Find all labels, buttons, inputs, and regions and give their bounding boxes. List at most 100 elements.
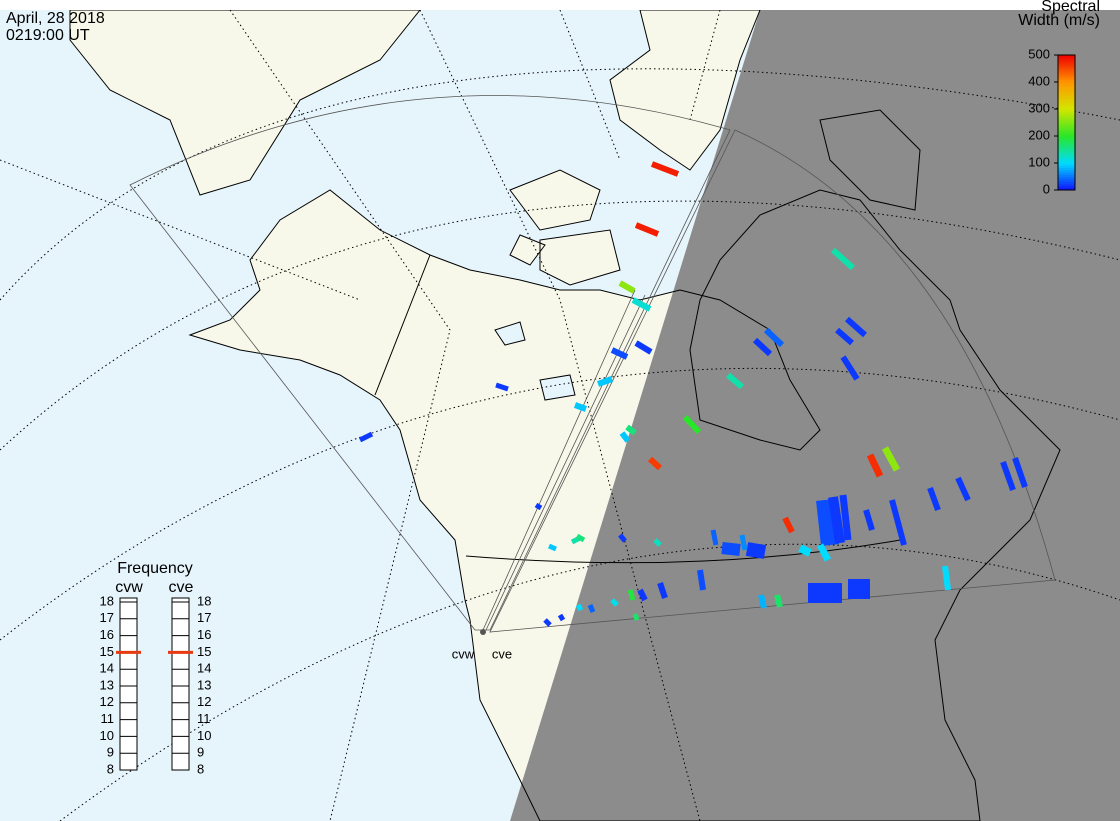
colorbar-tick-label: 0 [1043, 181, 1050, 196]
echo-cell [619, 431, 631, 443]
colorbar-swatch [1058, 160, 1075, 164]
colorbar: 0 100 200 300 400 500 [1028, 46, 1076, 196]
echo-cell [682, 414, 702, 435]
echo-cell [830, 247, 856, 271]
echo-cell [657, 582, 668, 599]
echo-cell [618, 533, 627, 543]
echo-cell [618, 280, 636, 294]
colorbar-swatch [1058, 68, 1075, 72]
frequency-title: Frequency [117, 560, 193, 577]
echo-cell [575, 533, 586, 543]
echo-cell [534, 502, 543, 511]
echoes [358, 161, 1028, 627]
colorbar-swatch [1058, 140, 1075, 144]
echo-cell [573, 402, 588, 412]
colorbar-swatch [1058, 61, 1075, 65]
frequency-tick-label: 13 [197, 677, 211, 692]
echo-cell [881, 446, 901, 472]
colorbar-swatch [1058, 167, 1075, 171]
frequency-tick-label: 11 [197, 711, 211, 726]
colorbar-swatch [1058, 111, 1075, 114]
colorbar-swatch [1058, 59, 1075, 63]
colorbar-swatch [1058, 79, 1075, 83]
colorbar-swatch [1058, 122, 1075, 126]
colorbar-swatch [1058, 113, 1075, 117]
frequency-tick-label: 9 [197, 745, 204, 760]
echo-cell [575, 603, 584, 612]
colorbar-swatch [1058, 88, 1075, 92]
colorbar-swatch [1058, 127, 1075, 130]
frequency-tick-label: 8 [107, 761, 114, 776]
echo-cell [955, 476, 971, 502]
frequency-tick-label: 10 [100, 728, 114, 743]
colorbar-frame [1057, 54, 1076, 191]
date: April, 28 2018 [6, 10, 105, 27]
echo-cell [634, 340, 653, 355]
colorbar-swatch [1058, 156, 1075, 159]
echo-cell [557, 613, 566, 622]
echo-cell [739, 534, 748, 551]
colorbar-swatch [1058, 118, 1075, 121]
colorbar-swatch [1058, 169, 1075, 173]
echo-cell [1012, 457, 1028, 488]
echo-cell [942, 565, 951, 591]
colorbar-swatch [1058, 120, 1075, 123]
echo-cell [745, 542, 767, 559]
frequency-box [119, 597, 138, 771]
echo-cell [752, 337, 773, 357]
echo-cell [495, 382, 509, 392]
borders [374, 254, 901, 564]
colorbar-swatch [1058, 91, 1075, 94]
colorbar-swatch [1058, 147, 1075, 150]
echo-cell [798, 544, 812, 557]
colorbar-tick-label: 400 [1028, 73, 1050, 88]
radar-name: cvw [115, 579, 143, 596]
colorbar-swatch [1058, 131, 1075, 135]
colorbar-swatch [1058, 163, 1075, 166]
colorbar-swatch [1058, 84, 1075, 87]
colorbar-swatch [1058, 115, 1075, 119]
colorbar-swatch [1058, 136, 1075, 139]
frequency-tick-label: 15 [197, 644, 211, 659]
echo-cell [637, 588, 648, 602]
echo-cell [1000, 460, 1016, 492]
colorbar-swatch [1058, 138, 1075, 141]
graticule [0, 9, 1120, 821]
echo-cell [587, 604, 596, 613]
radar-name: cve [169, 579, 194, 596]
site-label: cvw [452, 646, 475, 661]
echo-cell [866, 453, 884, 478]
colorbar-swatch [1058, 129, 1075, 132]
colorbar-swatch [1058, 178, 1075, 182]
colorbar-swatch [1058, 57, 1075, 60]
echo-cell [710, 529, 719, 546]
colorbar-swatch [1058, 70, 1075, 74]
echo-cell [543, 618, 552, 627]
echo-cell [634, 222, 660, 237]
colorbar-swatch [1058, 176, 1075, 180]
echo-cell [774, 594, 783, 608]
colorbar-swatch [1058, 165, 1075, 168]
echo-cell [816, 543, 832, 562]
frequency-tick-label: 10 [197, 728, 211, 743]
colorbar-swatch [1058, 109, 1075, 112]
colorbar-swatch [1058, 93, 1075, 96]
colorbar-swatch [1058, 73, 1075, 76]
colorbar-swatch [1058, 172, 1075, 175]
colorbar-swatch [1058, 151, 1075, 155]
echo-cell [647, 456, 663, 471]
echo-cell [610, 347, 629, 360]
echo-cell [889, 499, 907, 546]
colorbar-tick-label: 500 [1028, 46, 1050, 61]
colorbar-swatch [1058, 154, 1075, 157]
echo-cell [763, 327, 785, 348]
colorbar-tick-label: 200 [1028, 127, 1050, 142]
frequency-tick-label: 9 [107, 745, 114, 760]
colorbar-swatch [1058, 97, 1075, 101]
frequency-tick-label: 18 [197, 593, 211, 608]
echo-cell [653, 538, 662, 547]
colorbar-swatch [1058, 149, 1075, 153]
frequency-tick-label: 14 [100, 661, 114, 676]
colorbar-swatch [1058, 133, 1075, 137]
